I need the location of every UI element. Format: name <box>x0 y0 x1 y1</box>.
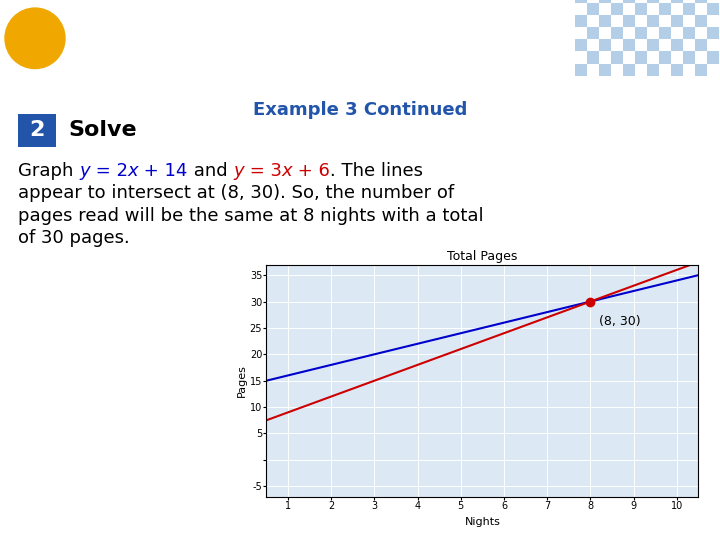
X-axis label: Nights: Nights <box>464 517 500 526</box>
Bar <box>671 64 683 76</box>
Bar <box>599 15 611 27</box>
Bar <box>635 51 647 64</box>
Text: y: y <box>233 162 244 180</box>
Text: Solving Systems by Graphing: Solving Systems by Graphing <box>72 23 531 51</box>
Bar <box>611 3 623 15</box>
Text: Copyright © by Holt Mc Dougal. All Rights Reserved.: Copyright © by Holt Mc Dougal. All Right… <box>449 516 706 526</box>
Bar <box>575 0 587 3</box>
Bar <box>683 27 695 39</box>
Text: (8, 30): (8, 30) <box>599 315 641 328</box>
Bar <box>623 0 635 3</box>
Bar <box>647 0 659 3</box>
Text: pages read will be the same at 8 nights with a total: pages read will be the same at 8 nights … <box>18 207 484 225</box>
Title: Total Pages: Total Pages <box>447 251 518 264</box>
Circle shape <box>5 8 65 69</box>
Bar <box>707 3 719 15</box>
Text: y: y <box>79 162 90 180</box>
Bar <box>671 0 683 3</box>
Text: Holt McDougal Algebra 1: Holt McDougal Algebra 1 <box>14 515 189 528</box>
Bar <box>707 51 719 64</box>
Text: Solve: Solve <box>68 120 137 140</box>
Bar <box>659 51 671 64</box>
Text: Graph: Graph <box>18 162 79 180</box>
Bar <box>671 39 683 51</box>
FancyBboxPatch shape <box>18 114 56 147</box>
Bar <box>635 27 647 39</box>
Y-axis label: Pages: Pages <box>237 364 247 397</box>
Bar <box>587 27 599 39</box>
Bar <box>623 15 635 27</box>
Text: and: and <box>188 162 233 180</box>
Text: 2: 2 <box>30 120 45 140</box>
Bar <box>647 64 659 76</box>
Bar <box>647 15 659 27</box>
Text: = 3: = 3 <box>244 162 282 180</box>
Bar <box>587 3 599 15</box>
Bar <box>599 39 611 51</box>
Bar <box>599 0 611 3</box>
Bar <box>647 39 659 51</box>
Text: appear to intersect at (8, 30). So, the number of: appear to intersect at (8, 30). So, the … <box>18 184 454 202</box>
Text: Example 3 Continued: Example 3 Continued <box>253 101 467 119</box>
Bar <box>623 39 635 51</box>
Text: of 30 pages.: of 30 pages. <box>18 229 130 247</box>
Bar <box>683 51 695 64</box>
Bar <box>611 27 623 39</box>
Bar <box>623 64 635 76</box>
Bar <box>635 3 647 15</box>
Bar <box>683 3 695 15</box>
Bar <box>671 15 683 27</box>
Bar <box>695 15 707 27</box>
Bar <box>599 64 611 76</box>
Bar <box>587 51 599 64</box>
Bar <box>695 39 707 51</box>
Text: + 6: + 6 <box>292 162 330 180</box>
Bar <box>695 0 707 3</box>
Bar <box>575 15 587 27</box>
Bar <box>695 64 707 76</box>
Bar <box>707 27 719 39</box>
Bar <box>611 51 623 64</box>
Text: = 2: = 2 <box>90 162 127 180</box>
Text: . The lines: . The lines <box>330 162 423 180</box>
Text: x: x <box>282 162 292 180</box>
Bar <box>575 64 587 76</box>
Bar <box>659 27 671 39</box>
Bar <box>575 39 587 51</box>
Text: + 14: + 14 <box>138 162 188 180</box>
Bar <box>659 3 671 15</box>
Text: x: x <box>127 162 138 180</box>
